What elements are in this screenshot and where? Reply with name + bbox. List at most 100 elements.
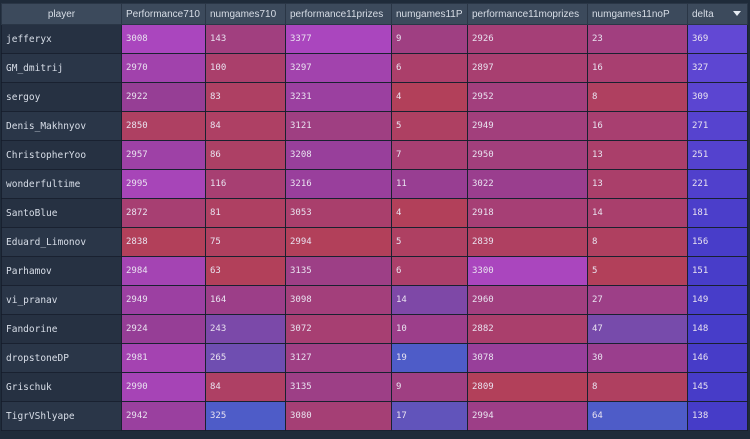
cell-player[interactable]: dropstoneDP [1,343,122,373]
cell-numgames710[interactable]: 75 [205,227,286,257]
cell-performance11moprizes[interactable]: 3300 [467,256,588,286]
cell-numgames11p[interactable]: 11 [391,169,468,199]
cell-numgames11p[interactable]: 19 [391,343,468,373]
cell-numgames11nop[interactable]: 64 [587,401,688,431]
table-row[interactable]: Eduard_Limonov 2838 75 2994 5 2839 8 156 [1,227,748,257]
sort-desc-icon[interactable] [733,11,741,16]
cell-performance11prizes[interactable]: 3297 [285,53,392,83]
table-row[interactable]: sergoy 2922 83 3231 4 2952 8 309 [1,82,748,112]
cell-numgames710[interactable]: 164 [205,285,286,315]
cell-delta[interactable]: 271 [687,111,748,141]
cell-performance11prizes[interactable]: 3208 [285,140,392,170]
cell-performance11prizes[interactable]: 3216 [285,169,392,199]
cell-numgames710[interactable]: 83 [205,82,286,112]
cell-numgames11nop[interactable]: 13 [587,169,688,199]
cell-performance11moprizes[interactable]: 2994 [467,401,588,431]
column-header-numgames11p[interactable]: numgames11P [391,3,468,25]
cell-numgames710[interactable]: 116 [205,169,286,199]
cell-performance11prizes[interactable]: 3072 [285,314,392,344]
cell-numgames11p[interactable]: 4 [391,198,468,228]
cell-delta[interactable]: 369 [687,24,748,54]
cell-numgames11p[interactable]: 9 [391,24,468,54]
table-row[interactable]: jefferyx 3008 143 3377 9 2926 23 369 [1,24,748,54]
table-row[interactable]: wonderfultime 2995 116 3216 11 3022 13 221 [1,169,748,199]
cell-numgames11nop[interactable]: 8 [587,372,688,402]
cell-performance11prizes[interactable]: 3080 [285,401,392,431]
table-row[interactable]: TigrVShlyape 2942 325 3080 17 2994 64 138 [1,401,748,431]
cell-numgames710[interactable]: 84 [205,111,286,141]
cell-numgames710[interactable]: 265 [205,343,286,373]
cell-numgames11nop[interactable]: 14 [587,198,688,228]
cell-numgames11p[interactable]: 4 [391,82,468,112]
cell-performance710[interactable]: 2949 [121,285,206,315]
cell-performance710[interactable]: 2984 [121,256,206,286]
column-header-delta[interactable]: delta [687,3,748,25]
cell-delta[interactable]: 138 [687,401,748,431]
cell-performance710[interactable]: 2995 [121,169,206,199]
cell-delta[interactable]: 151 [687,256,748,286]
cell-player[interactable]: sergoy [1,82,122,112]
cell-delta[interactable]: 146 [687,343,748,373]
cell-numgames11p[interactable]: 6 [391,256,468,286]
cell-numgames11nop[interactable]: 8 [587,227,688,257]
cell-numgames11p[interactable]: 10 [391,314,468,344]
cell-performance11moprizes[interactable]: 2918 [467,198,588,228]
cell-player[interactable]: SantoBlue [1,198,122,228]
cell-numgames11nop[interactable]: 47 [587,314,688,344]
cell-numgames11p[interactable]: 5 [391,227,468,257]
cell-performance11moprizes[interactable]: 2960 [467,285,588,315]
cell-delta[interactable]: 221 [687,169,748,199]
cell-player[interactable]: GM_dmitrij [1,53,122,83]
cell-numgames11p[interactable]: 17 [391,401,468,431]
cell-performance710[interactable]: 3008 [121,24,206,54]
cell-performance710[interactable]: 2872 [121,198,206,228]
cell-performance11prizes[interactable]: 3135 [285,256,392,286]
cell-performance710[interactable]: 2924 [121,314,206,344]
cell-numgames11nop[interactable]: 8 [587,82,688,112]
cell-numgames710[interactable]: 86 [205,140,286,170]
table-row[interactable]: Grischuk 2990 84 3135 9 2809 8 145 [1,372,748,402]
cell-numgames11p[interactable]: 6 [391,53,468,83]
cell-performance11moprizes[interactable]: 2950 [467,140,588,170]
cell-numgames11p[interactable]: 9 [391,372,468,402]
cell-performance11prizes[interactable]: 3127 [285,343,392,373]
cell-player[interactable]: TigrVShlyape [1,401,122,431]
cell-performance11moprizes[interactable]: 2926 [467,24,588,54]
cell-performance11moprizes[interactable]: 2809 [467,372,588,402]
cell-player[interactable]: Parhamov [1,256,122,286]
cell-performance11moprizes[interactable]: 2897 [467,53,588,83]
cell-player[interactable]: Eduard_Limonov [1,227,122,257]
cell-numgames710[interactable]: 81 [205,198,286,228]
table-row[interactable]: ChristopherYoo 2957 86 3208 7 2950 13 251 [1,140,748,170]
cell-performance11prizes[interactable]: 3135 [285,372,392,402]
cell-numgames710[interactable]: 100 [205,53,286,83]
table-row[interactable]: GM_dmitrij 2970 100 3297 6 2897 16 327 [1,53,748,83]
cell-numgames710[interactable]: 63 [205,256,286,286]
cell-player[interactable]: Fandorine [1,314,122,344]
cell-delta[interactable]: 149 [687,285,748,315]
cell-numgames11p[interactable]: 7 [391,140,468,170]
cell-numgames710[interactable]: 243 [205,314,286,344]
cell-performance11prizes[interactable]: 3098 [285,285,392,315]
cell-player[interactable]: jefferyx [1,24,122,54]
cell-numgames710[interactable]: 143 [205,24,286,54]
cell-player[interactable]: ChristopherYoo [1,140,122,170]
cell-numgames11p[interactable]: 5 [391,111,468,141]
table-row[interactable]: Fandorine 2924 243 3072 10 2882 47 148 [1,314,748,344]
cell-numgames710[interactable]: 325 [205,401,286,431]
cell-performance11moprizes[interactable]: 3022 [467,169,588,199]
cell-numgames11nop[interactable]: 16 [587,111,688,141]
column-header-performance710[interactable]: Performance710 [121,3,206,25]
cell-delta[interactable]: 145 [687,372,748,402]
cell-performance11moprizes[interactable]: 2839 [467,227,588,257]
column-header-numgames11nop[interactable]: numgames11noP [587,3,688,25]
column-header-performance11moprizes[interactable]: performance11moprizes [467,3,588,25]
cell-player[interactable]: wonderfultime [1,169,122,199]
cell-delta[interactable]: 251 [687,140,748,170]
cell-numgames11nop[interactable]: 30 [587,343,688,373]
table-row[interactable]: SantoBlue 2872 81 3053 4 2918 14 181 [1,198,748,228]
cell-performance11prizes[interactable]: 3053 [285,198,392,228]
cell-performance710[interactable]: 2850 [121,111,206,141]
cell-performance11prizes[interactable]: 3377 [285,24,392,54]
cell-performance11prizes[interactable]: 2994 [285,227,392,257]
